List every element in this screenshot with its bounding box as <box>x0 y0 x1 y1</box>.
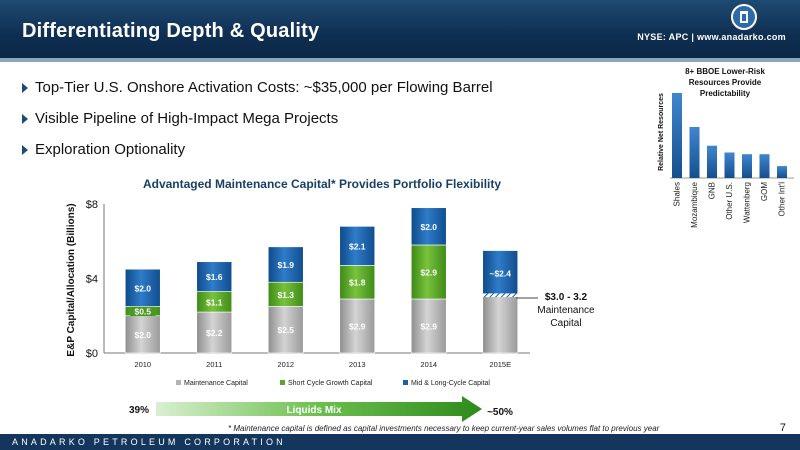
slide-header: Differentiating Depth & Quality NYSE: AP… <box>0 0 800 58</box>
bar-data-label: $2.0 <box>134 330 151 340</box>
resource-bar <box>742 154 752 178</box>
bullet-text: Visible Pipeline of High-Impact Mega Pro… <box>35 110 339 127</box>
resource-category-label: Other Int'l <box>778 182 787 217</box>
bar-data-label: $1.6 <box>206 272 223 282</box>
bar-mid-long <box>339 226 376 266</box>
bar-maintenance <box>267 306 304 354</box>
bar-maintenance <box>339 298 376 354</box>
x-tick-label: 2012 <box>277 360 294 369</box>
bar-mid-long <box>124 268 161 307</box>
resource-category-label: Mozambique <box>690 181 699 227</box>
bar-data-label: $2.0 <box>134 283 151 293</box>
y-tick-label: $4 <box>86 274 98 286</box>
bar-mid-long <box>482 250 519 296</box>
main-chart-legend: Maintenance Capital Short Cycle Growth C… <box>176 380 490 387</box>
resource-bar <box>689 127 700 178</box>
bullet-text: Exploration Optionality <box>35 141 186 158</box>
bullet-arrow-icon <box>22 82 28 93</box>
legend-swatch-short-cycle <box>280 380 285 385</box>
bar-data-label: $2.9 <box>349 321 366 331</box>
legend-label-maintenance: Maintenance Capital <box>184 380 248 387</box>
bullet-text: Top-Tier U.S. Onshore Activation Costs: … <box>35 79 493 96</box>
liquids-mix-label: Liquids Mix <box>287 405 342 416</box>
annotation-label-line2: Maintenance <box>537 305 595 316</box>
x-tick-label: 2014 <box>420 360 437 369</box>
annotation-label-line3: Capital <box>550 318 581 329</box>
bar-data-label: $2.9 <box>420 267 437 277</box>
bar-short-cycle <box>410 244 447 300</box>
bullet-item: Top-Tier U.S. Onshore Activation Costs: … <box>22 72 493 103</box>
bar-data-label: $2.5 <box>277 325 294 335</box>
header-divider <box>0 58 800 62</box>
liquids-mix-end: ~50% <box>487 407 513 418</box>
bullet-arrow-icon <box>22 113 28 124</box>
resource-category-label: Wattenberg <box>743 182 752 223</box>
page-number: 7 <box>779 422 786 434</box>
x-tick-label: 2015E <box>489 360 511 369</box>
maintenance-range-band <box>482 293 518 298</box>
resource-bar <box>777 166 787 178</box>
bar-data-label: $2.2 <box>206 328 223 338</box>
x-tick-label: 2013 <box>349 360 366 369</box>
bar-data-label: ~$2.4 <box>489 268 511 278</box>
data-label-box <box>129 306 156 317</box>
bar-maintenance <box>482 294 519 354</box>
footer-bar: ANADARKO PETROLEUM CORPORATION <box>0 434 800 450</box>
liquids-mix-arrow: Liquids Mix 39% ~50% <box>129 396 513 422</box>
bullet-item: Exploration Optionality <box>22 134 493 165</box>
y-tick-label: $8 <box>86 199 98 211</box>
resource-category-label: GNB <box>708 182 717 199</box>
resource-bar <box>724 152 735 178</box>
bar-mid-long <box>196 261 233 292</box>
bar-data-label: $2.0 <box>420 222 437 232</box>
liquids-mix-arrow-shape <box>156 396 482 422</box>
resources-chart-ylabel: Relative Net Resources <box>658 93 665 171</box>
resource-category-label: Shales <box>673 182 682 206</box>
legend-swatch-mid-long <box>403 380 408 385</box>
x-tick-label: 2011 <box>206 360 222 369</box>
ticker-text: NYSE: APC | www.anadarko.com <box>637 32 786 42</box>
annotation-range-label: $3.0 - 3.2 <box>545 292 588 303</box>
y-tick-label: $0 <box>86 348 98 360</box>
bar-mid-long <box>410 207 447 246</box>
legend-label-short-cycle: Short Cycle Growth Capital <box>288 380 373 387</box>
bar-data-label: $0.5 <box>134 307 151 317</box>
resource-bar <box>707 145 717 178</box>
bar-mid-long <box>267 246 304 283</box>
resources-chart-title-line1: 8+ BBOE Lower-Risk <box>685 67 765 76</box>
resource-category-label: GOM <box>760 182 769 201</box>
bar-data-label: $1.8 <box>349 278 366 288</box>
main-chart-ylabel: E&P Capital/Allocation (Billions) <box>66 203 77 356</box>
liquids-mix-start: 39% <box>129 405 149 416</box>
resources-chart: 8+ BBOE Lower-Risk Resources Provide Pre… <box>658 67 794 228</box>
bar-data-label: $1.9 <box>277 260 294 270</box>
page-title: Differentiating Depth & Quality <box>22 20 320 42</box>
footer-company-name: ANADARKO PETROLEUM CORPORATION <box>12 437 286 447</box>
bullet-list: Top-Tier U.S. Onshore Activation Costs: … <box>22 72 493 165</box>
footnote: * Maintenance capital is defined as capi… <box>228 424 660 433</box>
resource-bar <box>759 154 770 178</box>
legend-swatch-maintenance <box>176 380 181 385</box>
resources-chart-title-line2: Resources Provide <box>689 78 762 87</box>
anadarko-logo-icon <box>731 4 757 30</box>
bullet-item: Visible Pipeline of High-Impact Mega Pro… <box>22 103 493 134</box>
bullet-arrow-icon <box>22 144 28 155</box>
resource-bar <box>672 93 682 178</box>
resource-category-label: Other U.S. <box>725 182 734 220</box>
legend-label-mid-long: Mid & Long-Cycle Capital <box>411 380 490 387</box>
main-chart-title: Advantaged Maintenance Capital* Provides… <box>143 177 501 191</box>
bar-data-label: $2.1 <box>349 241 366 251</box>
bar-data-label: $1.3 <box>277 290 294 300</box>
resources-chart-title-line3: Predictability <box>700 89 751 98</box>
bar-data-label: $2.9 <box>420 321 437 331</box>
x-tick-label: 2010 <box>134 360 151 369</box>
bar-short-cycle <box>339 265 376 300</box>
bar-data-label: $1.1 <box>206 297 223 307</box>
